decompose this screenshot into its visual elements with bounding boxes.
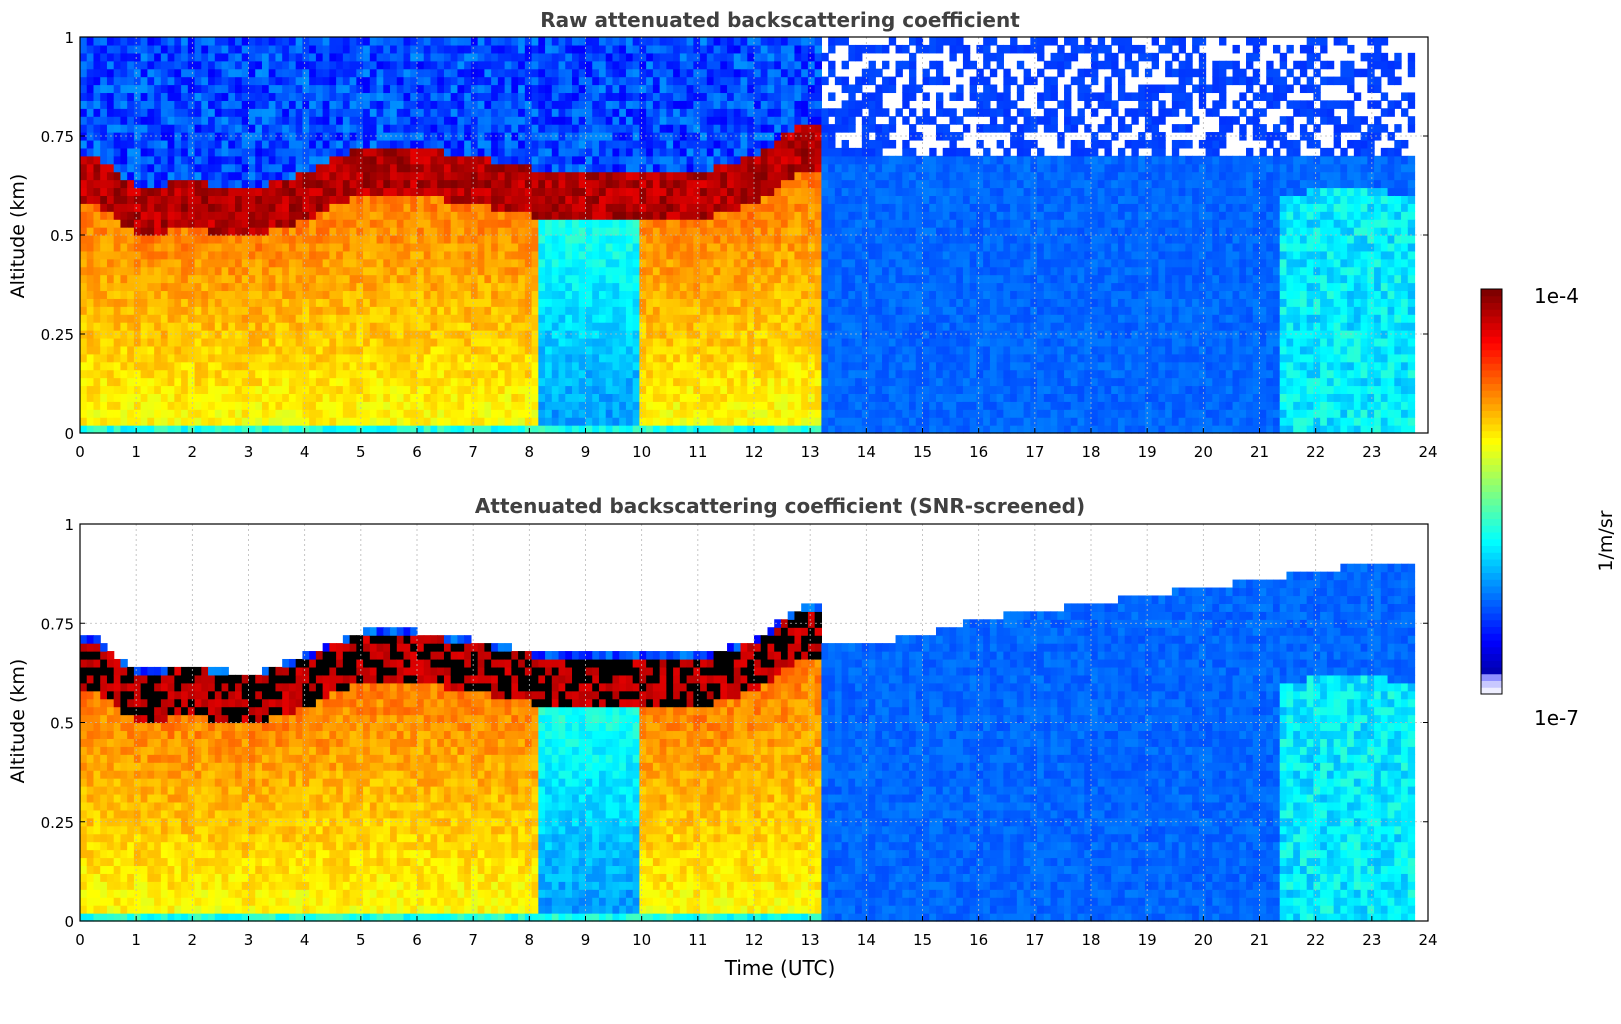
bottom-panel-y-axis-label: Altitude (km)	[7, 631, 29, 811]
top-x-tick-label: 13	[801, 443, 820, 461]
bottom-x-tick-label: 20	[1194, 931, 1213, 949]
top-y-tick-label: 0	[64, 425, 74, 443]
top-x-tick-label: 23	[1362, 443, 1381, 461]
bottom-y-tick-label: 0	[64, 913, 74, 931]
bottom-x-tick-label: 10	[632, 931, 651, 949]
bottom-x-tick-label: 5	[356, 931, 366, 949]
top-x-tick-label: 19	[1138, 443, 1157, 461]
top-y-tick-label: 1	[64, 29, 74, 47]
top-x-tick-label: 8	[525, 443, 535, 461]
bottom-x-tick-label: 21	[1250, 931, 1269, 949]
top-x-tick-label: 17	[1025, 443, 1044, 461]
bottom-x-tick-label: 8	[525, 931, 535, 949]
top-x-tick-label: 10	[632, 443, 651, 461]
top-x-tick-label: 22	[1306, 443, 1325, 461]
top-x-tick-label: 9	[581, 443, 591, 461]
bottom-x-tick-label: 6	[412, 931, 422, 949]
top-x-tick-label: 15	[913, 443, 932, 461]
bottom-x-tick-label: 16	[969, 931, 988, 949]
top-x-tick-label: 1	[131, 443, 141, 461]
bottom-y-tick-label: 0.5	[50, 715, 74, 733]
top-panel-y-axis-label: Altitude (km)	[7, 146, 29, 326]
bottom-heatmap-field	[80, 564, 1415, 922]
top-x-tick-label: 16	[969, 443, 988, 461]
top-y-tick-label: 0.25	[41, 326, 74, 344]
bottom-x-tick-label: 3	[244, 931, 254, 949]
top-x-tick-label: 6	[412, 443, 422, 461]
top-x-tick-label: 11	[688, 443, 707, 461]
x-axis-label: Time (UTC)	[80, 956, 1480, 980]
bottom-x-tick-label: 22	[1306, 931, 1325, 949]
top-y-tick-label: 0.5	[50, 227, 74, 245]
top-x-tick-label: 0	[75, 443, 85, 461]
top-x-tick-label: 7	[468, 443, 478, 461]
bottom-x-tick-label: 24	[1418, 931, 1437, 949]
top-x-tick-label: 12	[744, 443, 763, 461]
top-y-tick-label: 0.75	[41, 128, 74, 146]
top-x-tick-label: 24	[1418, 443, 1437, 461]
bottom-x-tick-label: 17	[1025, 931, 1044, 949]
colorbar-min-label: 1e-7	[1534, 706, 1579, 730]
top-panel-title: Raw attenuated backscattering coefficien…	[80, 8, 1480, 32]
bottom-x-tick-label: 7	[468, 931, 478, 949]
bottom-x-tick-label: 12	[744, 931, 763, 949]
top-x-tick-label: 14	[857, 443, 876, 461]
bottom-x-tick-label: 0	[75, 931, 85, 949]
bottom-x-tick-label: 4	[300, 931, 310, 949]
bottom-x-tick-label: 9	[581, 931, 591, 949]
bottom-x-tick-label: 14	[857, 931, 876, 949]
bottom-y-tick-label: 0.75	[41, 615, 74, 633]
colorbar-unit-label: 1/m/sr	[1595, 481, 1617, 601]
top-x-tick-label: 20	[1194, 443, 1213, 461]
top-x-tick-label: 21	[1250, 443, 1269, 461]
colorbar	[1481, 289, 1502, 695]
bottom-x-tick-label: 23	[1362, 931, 1381, 949]
bottom-x-tick-label: 11	[688, 931, 707, 949]
bottom-y-tick-label: 1	[64, 516, 74, 534]
top-x-tick-label: 5	[356, 443, 366, 461]
top-x-tick-label: 4	[300, 443, 310, 461]
bottom-y-tick-label: 0.25	[41, 814, 74, 832]
colorbar-max-label: 1e-4	[1534, 284, 1579, 308]
bottom-panel-title: Attenuated backscattering coefficient (S…	[80, 494, 1480, 518]
bottom-x-tick-label: 18	[1081, 931, 1100, 949]
top-x-tick-label: 18	[1081, 443, 1100, 461]
bottom-x-tick-label: 19	[1138, 931, 1157, 949]
bottom-x-tick-label: 13	[801, 931, 820, 949]
bottom-x-tick-label: 1	[131, 931, 141, 949]
bottom-x-tick-label: 15	[913, 931, 932, 949]
bottom-x-tick-label: 2	[188, 931, 198, 949]
top-x-tick-label: 3	[244, 443, 254, 461]
top-x-tick-label: 2	[188, 443, 198, 461]
